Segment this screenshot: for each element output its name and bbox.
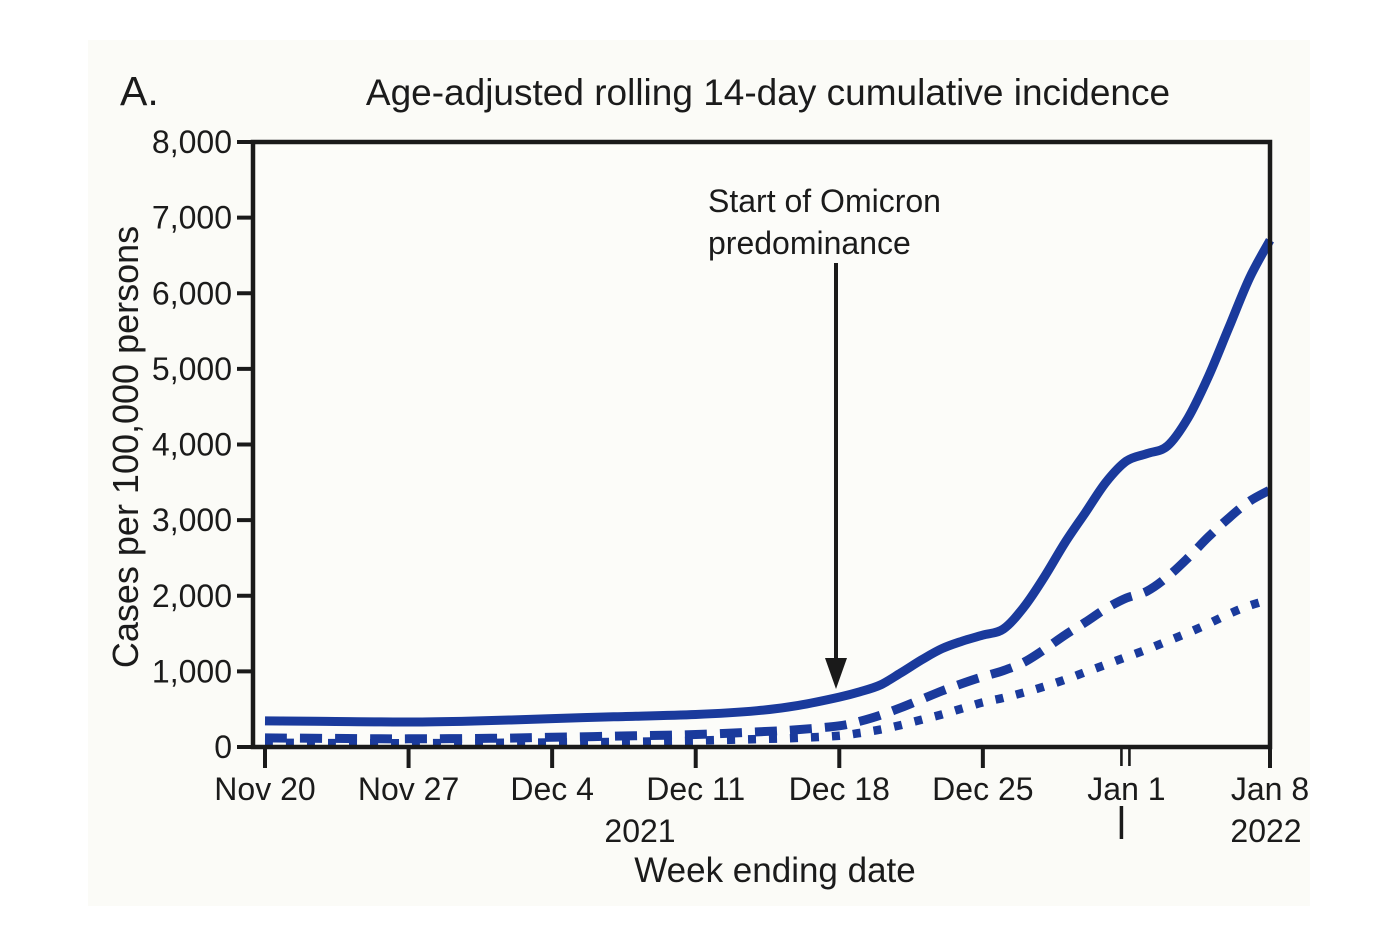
x-tick-label: Dec 4	[510, 771, 594, 807]
y-axis-title: Cases per 100,000 persons	[105, 226, 146, 668]
omicron-annotation: Start of Omicron predominance	[708, 183, 941, 689]
annotation-arrowhead-icon	[825, 658, 847, 689]
y-tick-label: 4,000	[152, 427, 232, 463]
x-tick-label: Nov 20	[214, 771, 315, 807]
y-tick-label: 7,000	[152, 200, 232, 236]
year-label-2021: 2021	[604, 813, 675, 849]
y-tick-label: 1,000	[152, 653, 232, 689]
x-tick-label: Dec 18	[789, 771, 890, 807]
x-axis-title: Week ending date	[634, 851, 916, 890]
plot-frame	[250, 139, 1273, 750]
x-tick-label: Dec 11	[646, 771, 745, 807]
y-tick-label: 6,000	[152, 275, 232, 311]
year-label-2022: 2022	[1230, 813, 1301, 849]
y-axis-ticks-group: 8,000 7,000 6,000 5,000 4,000 3,000 2,000 1,000…	[152, 124, 252, 765]
y-tick-label: 5,000	[152, 351, 232, 387]
x-tick-label: Jan 1	[1087, 771, 1165, 807]
panel-label: A.	[120, 68, 159, 114]
data-series-group	[264, 238, 1274, 748]
annotation-text-line2: predominance	[708, 225, 911, 261]
plot-area	[253, 142, 1270, 747]
y-tick-label: 8,000	[152, 124, 232, 160]
chart-title: Age-adjusted rolling 14-day cumulative i…	[366, 72, 1170, 113]
y-tick-label: 2,000	[152, 578, 232, 614]
annotation-text-line1: Start of Omicron	[708, 183, 941, 219]
x-axis-ticks-group: Nov 20 Nov 27 Dec 4 Dec 11 Dec 18 Dec 25 Jan 1…	[214, 748, 1309, 839]
x-tick-label: Nov 27	[358, 771, 459, 807]
dashed-line	[264, 485, 1273, 744]
x-tick-label: Jan 8	[1231, 771, 1309, 807]
x-tick-label: Dec 25	[932, 771, 1033, 807]
y-tick-label: 3,000	[152, 502, 232, 538]
solid-line	[264, 238, 1274, 727]
y-tick-label: 0	[214, 729, 232, 765]
dotted-line	[264, 595, 1272, 748]
